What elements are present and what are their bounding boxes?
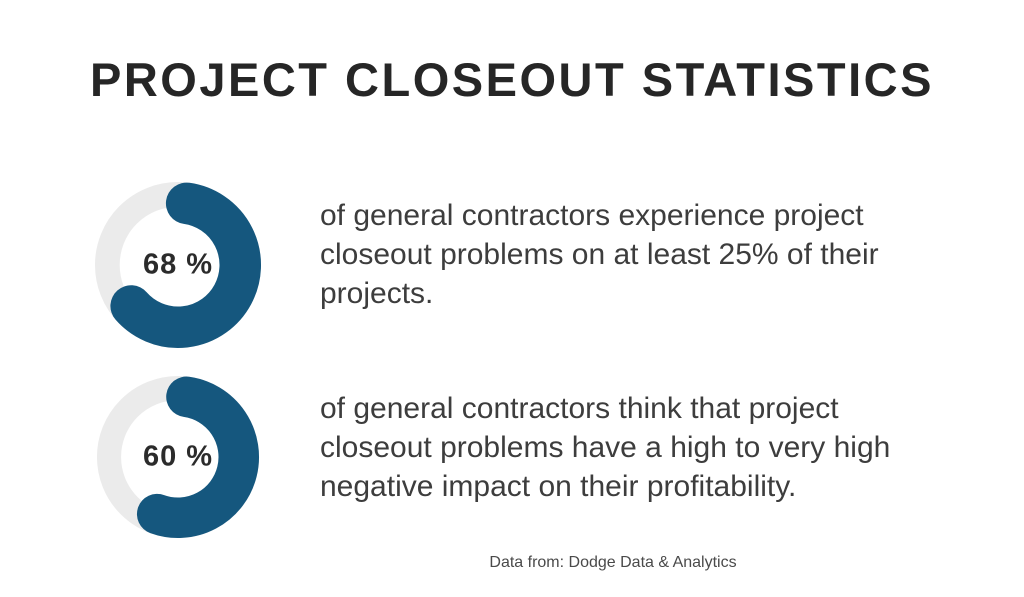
- stat-description-1: of general contractors experience projec…: [320, 199, 879, 310]
- donut-chart-60-percent: 60 %: [96, 375, 260, 539]
- donut-chart-68-percent: 68 %: [94, 181, 262, 349]
- donut-svg: [94, 181, 262, 349]
- donut-percent-label: 60 %: [142, 440, 214, 473]
- donut-svg: [96, 375, 260, 539]
- stat-description-2: of general contractors think that projec…: [320, 392, 891, 503]
- donut-percent-label: 68 %: [142, 248, 214, 281]
- data-source-note: Data from: Dodge Data & Analytics: [489, 554, 737, 571]
- page-title: PROJECT CLOSEOUT STATISTICS: [90, 53, 934, 106]
